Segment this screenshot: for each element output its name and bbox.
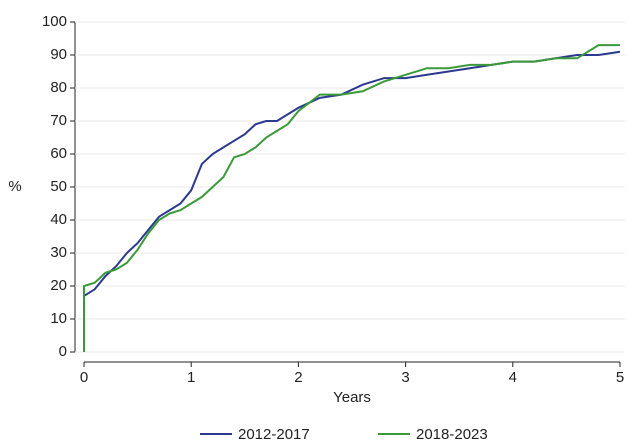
y-tick-label: 10 xyxy=(50,310,67,327)
x-tick-label: 3 xyxy=(401,369,409,386)
y-tick-label: 50 xyxy=(50,178,67,195)
x-tick-label: 5 xyxy=(616,369,624,386)
x-tick-label: 4 xyxy=(509,369,517,386)
y-tick-label: 0 xyxy=(59,343,67,360)
y-tick-label: 90 xyxy=(50,46,67,63)
y-tick-label: 80 xyxy=(50,79,67,96)
x-tick-label: 1 xyxy=(187,369,195,386)
y-tick-label: 70 xyxy=(50,112,67,129)
line xyxy=(83,50,621,352)
line xyxy=(83,44,620,352)
y-tick-label: 30 xyxy=(50,244,67,261)
y-axis-label: % xyxy=(8,178,21,195)
x-tick-label: 2 xyxy=(294,369,302,386)
y-tick-label: 60 xyxy=(50,145,67,162)
y-tick-label: 100 xyxy=(42,13,67,30)
legend-label: 2012-2017 xyxy=(238,426,310,443)
y-tick-label: 20 xyxy=(50,277,67,294)
x-axis-label: Years xyxy=(333,389,371,406)
legend-label: 2018-2023 xyxy=(416,426,488,443)
x-tick-label: 0 xyxy=(80,369,88,386)
y-tick-label: 40 xyxy=(50,211,67,228)
